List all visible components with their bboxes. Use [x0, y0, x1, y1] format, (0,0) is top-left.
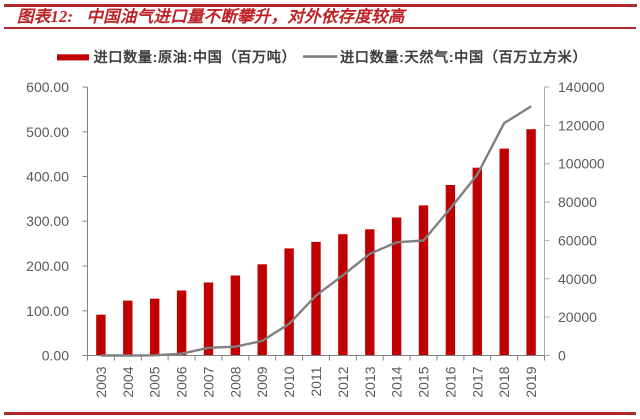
svg-text:进口数量:天然气:中国（百万立方米）: 进口数量:天然气:中国（百万立方米）: [340, 49, 587, 66]
svg-text:2013: 2013: [362, 366, 378, 397]
svg-text:2010: 2010: [281, 366, 297, 397]
svg-text:600.00: 600.00: [26, 79, 69, 95]
svg-text:120000: 120000: [558, 117, 605, 133]
svg-text:100000: 100000: [558, 156, 605, 172]
svg-text:2006: 2006: [174, 366, 190, 397]
svg-text:2005: 2005: [147, 366, 163, 397]
svg-text:2015: 2015: [416, 366, 432, 397]
svg-text:60000: 60000: [558, 232, 597, 248]
svg-text:300.00: 300.00: [26, 213, 69, 229]
svg-text:2007: 2007: [201, 366, 217, 397]
svg-text:2017: 2017: [469, 366, 485, 397]
svg-text:2008: 2008: [227, 366, 243, 397]
svg-text:0.00: 0.00: [42, 348, 69, 364]
svg-text:2014: 2014: [389, 366, 405, 397]
svg-text:2004: 2004: [120, 366, 136, 397]
svg-text:140000: 140000: [558, 79, 605, 95]
svg-text:0: 0: [558, 348, 566, 364]
svg-text:2019: 2019: [523, 366, 539, 397]
svg-text:2018: 2018: [496, 366, 512, 397]
svg-text:2012: 2012: [335, 366, 351, 397]
svg-text:2009: 2009: [254, 366, 270, 397]
svg-text:400.00: 400.00: [26, 169, 69, 185]
svg-text:20000: 20000: [558, 309, 597, 325]
svg-text:200.00: 200.00: [26, 258, 69, 274]
svg-text:2011: 2011: [308, 366, 324, 396]
svg-text:进口数量:原油:中国（百万吨）: 进口数量:原油:中国（百万吨）: [94, 49, 297, 66]
svg-text:80000: 80000: [558, 194, 597, 210]
svg-text:100.00: 100.00: [26, 303, 69, 319]
svg-text:2003: 2003: [93, 366, 109, 397]
svg-text:2016: 2016: [442, 366, 458, 397]
svg-text:500.00: 500.00: [26, 124, 69, 140]
svg-text:40000: 40000: [558, 271, 597, 287]
